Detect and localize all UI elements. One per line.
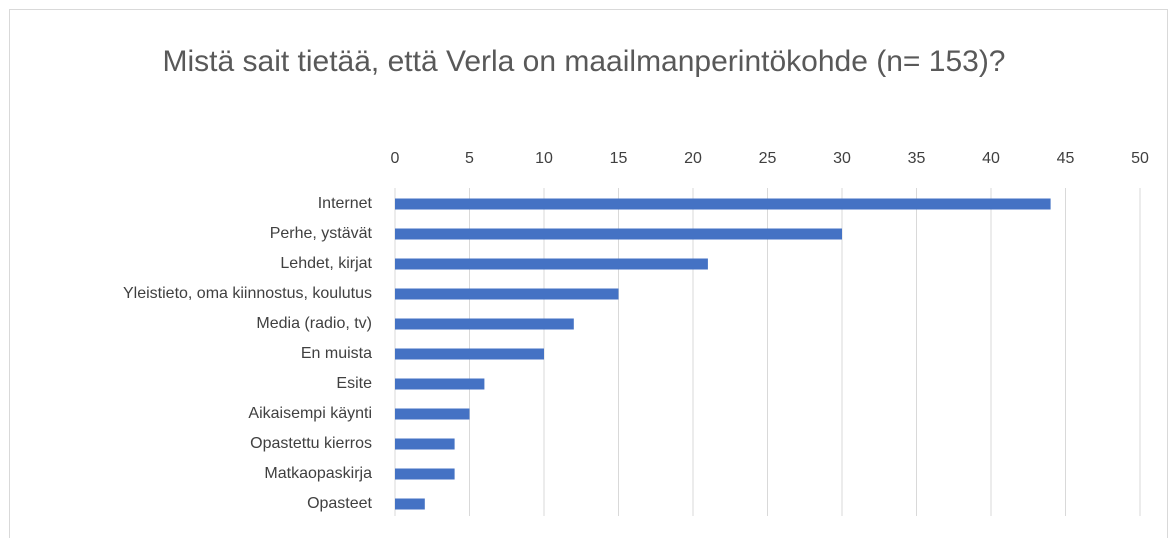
x-tick-label: 15 <box>610 150 628 167</box>
bar <box>395 498 425 510</box>
x-tick-label: 35 <box>908 150 926 167</box>
bar <box>395 228 842 240</box>
x-tick-label: 20 <box>684 150 702 167</box>
y-tick-label: Opasteet <box>307 495 372 512</box>
y-tick-label: Internet <box>318 195 373 212</box>
y-tick-label: Lehdet, kirjat <box>280 255 372 272</box>
chart-border <box>9 9 1168 538</box>
x-tick-label: 45 <box>1057 150 1075 167</box>
x-tick-label: 30 <box>833 150 851 167</box>
chart-title: Mistä sait tietää, että Verla on maailma… <box>162 45 1006 78</box>
bar <box>395 378 485 390</box>
bar <box>395 318 574 330</box>
bar <box>395 198 1051 210</box>
x-tick-label: 25 <box>759 150 777 167</box>
y-tick-label: Media (radio, tv) <box>256 315 372 332</box>
bar <box>395 438 455 450</box>
bar <box>395 348 544 360</box>
x-tick-label: 50 <box>1131 150 1149 167</box>
x-tick-label: 10 <box>535 150 553 167</box>
y-tick-label: Yleistieto, oma kiinnostus, koulutus <box>123 285 372 302</box>
y-tick-label: Esite <box>336 375 372 392</box>
x-tick-label: 0 <box>391 150 400 167</box>
y-tick-label: Aikaisempi käynti <box>248 405 372 422</box>
bar <box>395 468 455 480</box>
x-tick-label: 5 <box>465 150 474 167</box>
y-tick-label: Matkaopaskirja <box>264 465 372 482</box>
bar <box>395 408 470 420</box>
y-tick-label: En muista <box>301 345 372 362</box>
bar <box>395 288 619 300</box>
bar <box>395 258 708 270</box>
y-tick-label: Perhe, ystävät <box>270 225 373 242</box>
y-tick-label: Opastettu kierros <box>250 435 372 452</box>
x-tick-label: 40 <box>982 150 1000 167</box>
